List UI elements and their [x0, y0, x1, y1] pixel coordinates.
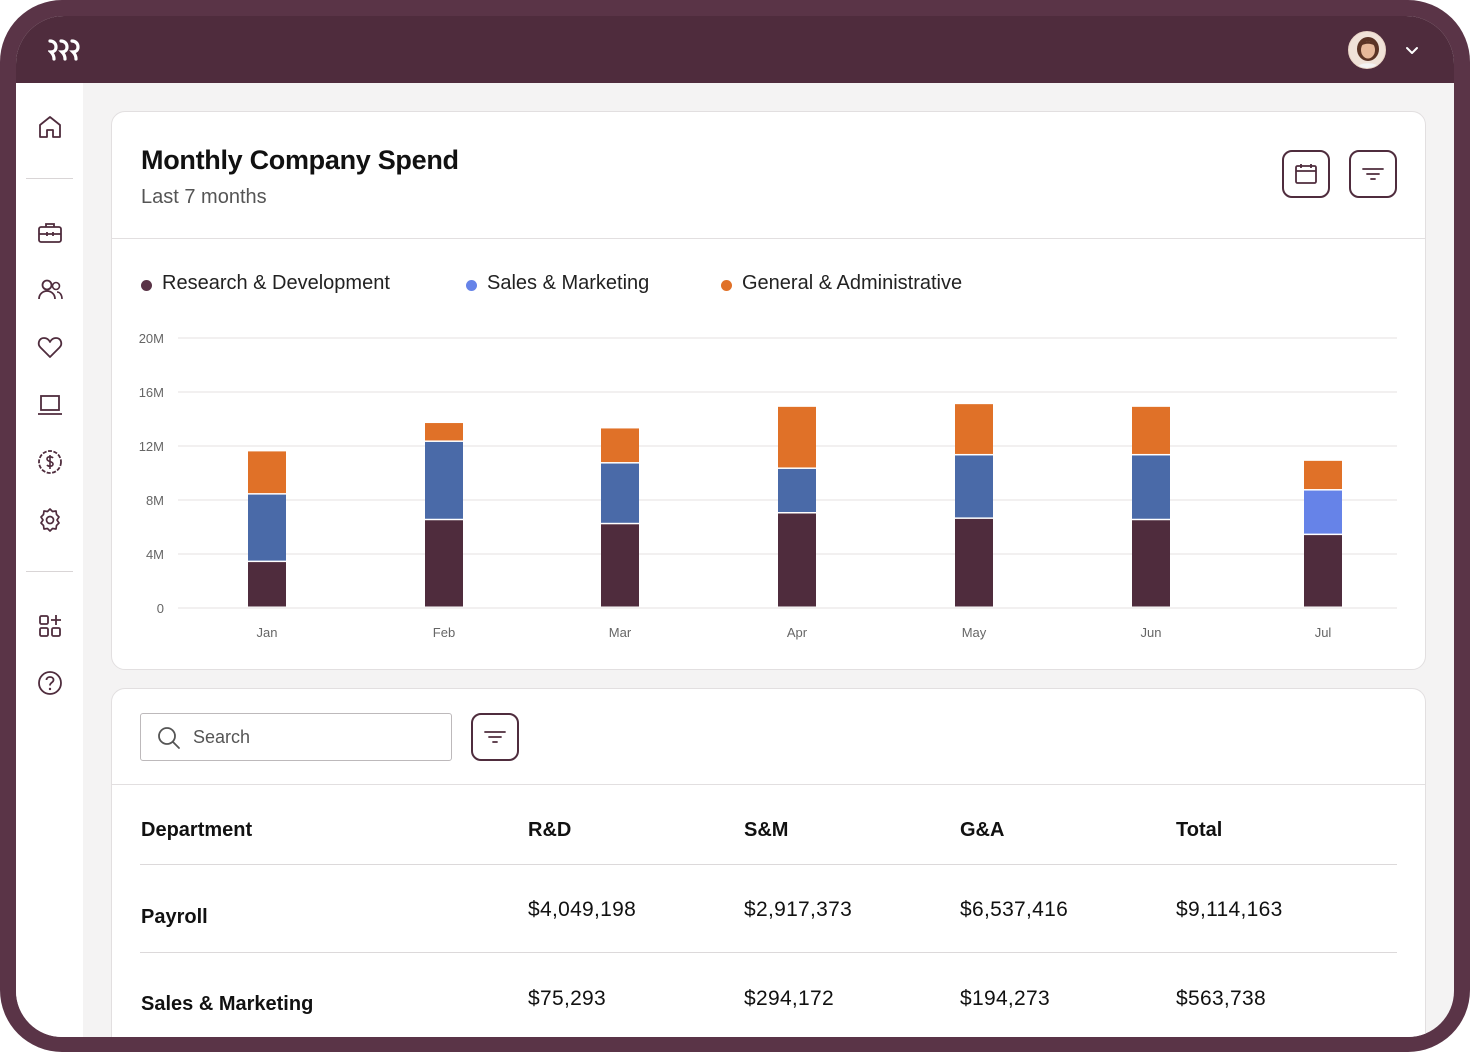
legend-label: Sales & Marketing: [487, 272, 650, 294]
bar-jan-gna: [248, 451, 286, 494]
cell-value: $294,172: [744, 987, 834, 1010]
y-tick-label: 12M: [139, 439, 164, 454]
app-screen: Monthly Company Spend Last 7 months Rese…: [16, 16, 1454, 1037]
row-divider: [140, 952, 1397, 953]
cell-value: $2,917,373: [744, 898, 853, 921]
cell-value: $9,114,163: [1176, 898, 1283, 921]
column-header-department[interactable]: Department: [141, 819, 253, 841]
bar-jul-rnd: [1304, 535, 1342, 607]
chevron-down-icon[interactable]: [1404, 42, 1420, 58]
bar-jan-rnd: [248, 562, 286, 607]
calendar-button[interactable]: [1282, 150, 1330, 198]
bar-may-snm: [955, 455, 993, 518]
bar-mar-gna: [601, 428, 639, 463]
legend-label: Research & Development: [162, 272, 390, 294]
calendar-icon: [1295, 164, 1317, 184]
sidebar-divider: [26, 571, 73, 572]
bar-jun-snm: [1132, 455, 1170, 519]
card-subtitle: Last 7 months: [141, 186, 267, 208]
heart-icon[interactable]: [36, 333, 64, 361]
search-input[interactable]: Search: [140, 713, 452, 761]
search-icon: [158, 727, 180, 749]
avatar-image-icon: [1349, 32, 1385, 68]
user-avatar[interactable]: [1348, 31, 1386, 69]
add-apps-icon[interactable]: [36, 612, 64, 640]
row-label-payroll[interactable]: Payroll: [141, 906, 208, 928]
cell-value: $4,049,198: [528, 898, 637, 921]
bar-jun-rnd: [1132, 520, 1170, 607]
card-divider: [112, 784, 1425, 785]
sidebar-divider: [26, 178, 73, 179]
bar-apr-gna: [778, 406, 816, 468]
y-tick-label: 4M: [146, 547, 164, 562]
home-icon[interactable]: [36, 113, 64, 141]
row-divider: [140, 864, 1397, 865]
gear-icon[interactable]: [36, 506, 64, 534]
bar-jul-snm: [1304, 490, 1342, 534]
cell-value: $563,738: [1176, 987, 1266, 1010]
bar-feb-snm: [425, 441, 463, 519]
search-placeholder: Search: [193, 727, 251, 747]
x-tick-label: Jun: [1141, 625, 1162, 640]
monthly-spend-card: Monthly Company Spend Last 7 months Rese…: [111, 111, 1426, 670]
bar-feb-rnd: [425, 520, 463, 607]
legend-label: General & Administrative: [742, 272, 963, 294]
people-icon[interactable]: [36, 276, 64, 304]
filter-button[interactable]: [1349, 150, 1397, 198]
help-icon[interactable]: [36, 669, 64, 697]
x-tick-label: Feb: [433, 625, 455, 640]
x-tick-label: Mar: [609, 625, 632, 640]
x-tick-label: May: [962, 625, 987, 640]
cell-value: $6,537,416: [960, 898, 1069, 921]
top-bar: [16, 16, 1454, 83]
bar-mar-snm: [601, 463, 639, 523]
sidebar: [16, 83, 83, 1037]
legend-dot-gna: [721, 280, 732, 291]
briefcase-icon[interactable]: [36, 219, 64, 247]
legend-dot-rnd: [141, 280, 152, 291]
bar-apr-snm: [778, 468, 816, 512]
bar-mar-rnd: [601, 524, 639, 607]
bar-apr-rnd: [778, 513, 816, 607]
bar-feb-gna: [425, 423, 463, 441]
stacked-bar-chart: 0 4M 8M 12M 16M 20M Jan Feb Mar Apr May Jun Jul: [139, 331, 1397, 640]
card-title: Monthly Company Spend: [141, 145, 459, 175]
table-filter-button[interactable]: [471, 713, 519, 761]
rippling-logo-icon[interactable]: [48, 39, 82, 61]
cell-value: $194,273: [960, 987, 1050, 1010]
column-header-total[interactable]: Total: [1176, 819, 1223, 841]
spend-table-card: Search Department R&D S&M G&A Total Payr…: [111, 688, 1426, 1037]
bar-jul-gna: [1304, 460, 1342, 490]
laptop-icon[interactable]: [36, 391, 64, 419]
y-tick-label: 16M: [139, 385, 164, 400]
y-tick-label: 0: [157, 601, 164, 616]
column-header-snm[interactable]: S&M: [744, 819, 789, 841]
x-tick-label: Jul: [1315, 625, 1332, 640]
column-header-rnd[interactable]: R&D: [528, 819, 572, 841]
column-header-gna[interactable]: G&A: [960, 819, 1005, 841]
card-divider: [112, 238, 1425, 239]
filter-icon: [1362, 168, 1384, 180]
x-tick-label: Apr: [787, 625, 808, 640]
x-tick-label: Jan: [257, 625, 278, 640]
row-label-sales-marketing[interactable]: Sales & Marketing: [141, 993, 314, 1015]
bar-may-rnd: [955, 518, 993, 607]
bar-jun-gna: [1132, 406, 1170, 454]
y-tick-label: 8M: [146, 493, 164, 508]
dollar-icon[interactable]: [36, 448, 64, 476]
legend-dot-snm: [466, 280, 477, 291]
bar-jan-snm: [248, 494, 286, 561]
filter-icon: [484, 731, 506, 743]
bar-may-gna: [955, 404, 993, 454]
cell-value: $75,293: [528, 987, 607, 1010]
y-tick-label: 20M: [139, 331, 164, 346]
